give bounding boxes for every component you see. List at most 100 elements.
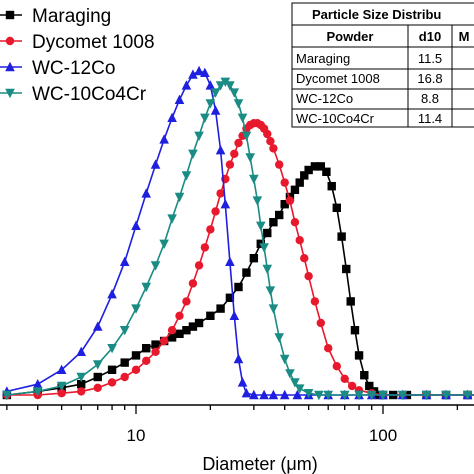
series-1-point-4 [93, 383, 102, 392]
table-row: Dycomet 1008 16.8 [292, 71, 474, 90]
legend-label-1: Dycomet 1008 [32, 32, 155, 53]
table-cell-d10: 11.4 [418, 111, 442, 126]
legend-marker-1 [5, 36, 15, 46]
table-cell-d10: 8.8 [421, 91, 439, 106]
series-0-point-39 [346, 297, 355, 306]
series-1-point-35 [280, 178, 289, 187]
table-row: Maraging 11.5 [292, 51, 474, 70]
series-2-point-19 [215, 145, 226, 155]
series-2-point-2 [56, 364, 67, 374]
series-1-point-41 [310, 297, 320, 306]
series-1-point-36 [285, 196, 295, 205]
table-row: WC-12Co 8.8 [292, 91, 474, 110]
series-0-point-8 [142, 344, 151, 353]
series-2-point-10 [159, 134, 169, 144]
series-2-point-20 [220, 199, 231, 209]
series-1-point-3 [77, 387, 86, 396]
series-0-point-13 [182, 326, 191, 335]
series-3-point-22 [229, 88, 240, 98]
legend-label-0: Maraging [32, 6, 111, 27]
series-0-point-32 [310, 162, 320, 171]
series-1-point-17 [206, 225, 215, 234]
series-1-point-16 [200, 243, 210, 252]
series-3-point-34 [274, 333, 285, 343]
series-3-point-42 [339, 390, 350, 401]
series-2-point-25 [241, 388, 252, 398]
series-3-point-2 [56, 381, 67, 392]
series-0-point-20 [242, 268, 251, 277]
series-0-point-34 [322, 167, 331, 176]
series-3-point-38 [294, 384, 305, 394]
series-2-point-3 [76, 346, 87, 356]
series-3-point-49 [462, 390, 473, 401]
series-2-point-30 [292, 389, 303, 400]
series-1-point-45 [340, 374, 349, 383]
series-3-point-37 [290, 378, 300, 388]
series-3-point-35 [279, 354, 290, 365]
series-3-point-21 [225, 81, 235, 91]
series-2-point-13 [181, 80, 192, 90]
series-2-point-6 [119, 256, 130, 266]
x-tick-label-0: 10 [127, 426, 146, 445]
series-3-point-5 [107, 344, 117, 354]
series-0 [2, 162, 474, 400]
series-0-point-26 [280, 200, 289, 209]
series-3-point-24 [237, 113, 248, 123]
series-1-point-34 [275, 160, 284, 169]
series-3-point-17 [205, 99, 216, 109]
series-3-point-0 [2, 390, 12, 401]
series-3-point-36 [285, 369, 295, 379]
x-ticks: 10 100 [6, 405, 459, 445]
series-3-point-45 [378, 390, 388, 401]
series-0-point-19 [234, 282, 243, 292]
table-title: Particle Size Distribu [312, 7, 441, 22]
series-1-point-43 [324, 344, 333, 353]
series-3-point-16 [200, 113, 210, 123]
table-header-2: M [459, 29, 470, 44]
legend-item-2: WC-12Co [0, 58, 115, 79]
series-3-point-48 [441, 390, 451, 401]
series-0-point-36 [332, 203, 341, 212]
series-0-point-12 [175, 329, 184, 338]
table-cell-d10: 16.8 [417, 71, 442, 86]
series-1-point-10 [159, 336, 169, 346]
table-border [291, 2, 474, 128]
table-row: WC-10Co4Cr 11.4 [296, 111, 442, 126]
series-3-point-29 [255, 221, 266, 231]
series-2 [2, 65, 474, 400]
series-2-point-1 [32, 379, 43, 389]
series-3-point-12 [174, 192, 185, 203]
series-1-point-5 [107, 378, 117, 387]
series-3-point-4 [92, 360, 103, 370]
series-1-point-12 [175, 311, 184, 320]
series-1-point-32 [266, 137, 275, 146]
series-3-point-13 [181, 171, 192, 181]
legend-marker-2 [5, 61, 15, 72]
series-0-point-23 [263, 228, 272, 238]
table-cell-powder: WC-12Co [296, 91, 353, 106]
series-0-point-11 [167, 333, 177, 342]
series-1-point-38 [295, 236, 304, 245]
series-2-point-18 [210, 105, 221, 115]
series-0-point-40 [350, 326, 360, 335]
series-0-point-18 [225, 293, 235, 302]
x-tick-label-1: 100 [369, 426, 397, 445]
series-0-point-37 [337, 232, 346, 241]
series-0-point-38 [342, 264, 351, 274]
series-line-3 [6, 80, 474, 396]
series-0-point-43 [365, 381, 374, 391]
legend-item-3: WC-10Co4Cr [0, 84, 147, 105]
series-2-point-7 [131, 220, 141, 230]
series-curves [2, 65, 474, 401]
series-0-point-5 [107, 365, 117, 374]
series-3-point-41 [323, 390, 334, 401]
series-line-1 [6, 122, 474, 396]
series-1-point-2 [57, 389, 66, 398]
series-3-point-25 [241, 131, 252, 141]
series-2-point-5 [107, 289, 117, 299]
series-3-point-6 [119, 326, 130, 336]
legend-item-0: Maraging [0, 6, 111, 27]
series-0-point-15 [194, 318, 204, 328]
series-3-point-23 [233, 99, 244, 109]
series-1-point-19 [216, 189, 225, 198]
